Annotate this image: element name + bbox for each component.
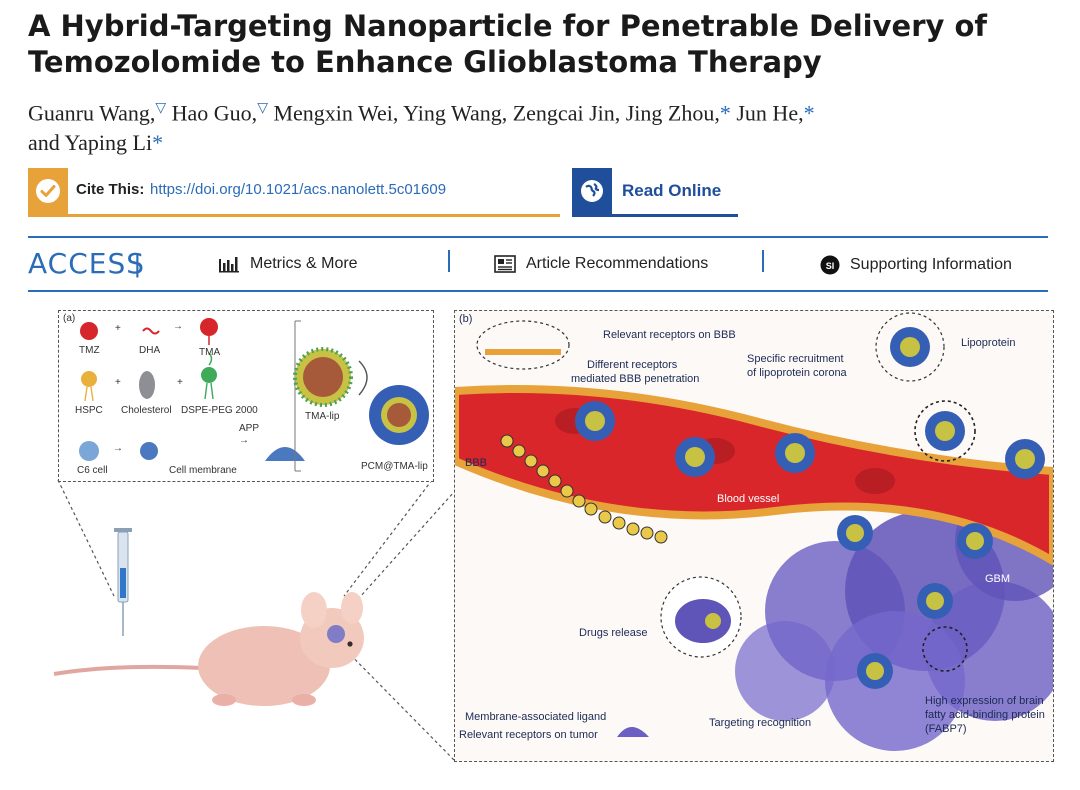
cholesterol-icon [139, 371, 155, 399]
author-list: Guanru Wang,▽ Hao Guo,▽ Mengxin Wei, Yin… [28, 94, 1068, 158]
pcm-label: PCM@TMA-lip [361, 461, 428, 472]
check-badge-icon [28, 168, 68, 214]
dspe-peg-icon [201, 367, 217, 383]
tmz-molecule-icon [80, 322, 98, 340]
panel-b: (b) Relevant receptors on BBB Different … [454, 310, 1054, 762]
corresponding-mark: * [719, 100, 731, 126]
plus-sign: + [115, 323, 121, 334]
lipoprotein-label: Lipoprotein [961, 337, 1016, 349]
globe-icon [572, 168, 612, 214]
tmz-label: TMZ [79, 345, 100, 356]
c6-cell-icon [79, 441, 99, 461]
specific-recruitment-label: Specific recruitment [747, 353, 844, 365]
author-name[interactable]: Hao Guo, [171, 100, 258, 126]
plus-sign: + [177, 377, 183, 388]
supporting-label: Supporting Information [850, 256, 1012, 273]
access-divider: | [134, 248, 141, 278]
supporting-info-link[interactable]: SI Supporting Information [820, 255, 1012, 275]
bar-chart-icon [218, 255, 240, 273]
access-label: ACCESS [28, 247, 146, 280]
fabp-label-1: High expression of brain [925, 695, 1044, 707]
app-label: APP [239, 423, 260, 434]
arrow-sign: → [113, 443, 123, 454]
nav-divider [762, 250, 764, 272]
gbm-label: GBM [985, 573, 1011, 585]
si-badge-text: SI [826, 261, 835, 271]
corresponding-mark: * [152, 130, 164, 156]
cite-this-bar[interactable]: Cite This: https://doi.org/10.1021/acs.n… [28, 168, 560, 217]
recommendations-link[interactable]: Article Recommendations [494, 255, 708, 273]
panel-a-art [79, 318, 429, 472]
different-receptors-label: Different receptors [587, 359, 678, 371]
bbb-label: BBB [465, 457, 488, 469]
tma-molecule-icon [200, 318, 218, 336]
arrow-sign: → [173, 321, 183, 332]
metrics-label: Metrics & More [250, 255, 358, 272]
author-name[interactable]: Mengxin Wei, Ying Wang, Zengcai Jin, Jin… [273, 100, 720, 126]
corona-label: of lipoprotein corona [747, 367, 847, 379]
tma-lip-label: TMA-lip [305, 411, 340, 422]
equal-contribution-mark: ▽ [257, 101, 268, 116]
cite-label: Cite This: [76, 181, 145, 198]
drugs-release-label: Drugs release [579, 627, 648, 639]
bbb-cell-layer [500, 434, 668, 544]
author-name[interactable]: Jun He, [736, 100, 804, 126]
panel-b-tag: (b) [459, 313, 473, 325]
panel-a-tag: (a) [63, 313, 76, 324]
panel-b-art [455, 312, 1053, 751]
article-title: A Hybrid-Targeting Nanoparticle for Pene… [28, 8, 1058, 80]
read-online-button[interactable]: Read Online [572, 168, 738, 217]
tumor-receptor-icon [617, 727, 649, 737]
cell-membrane-label: Cell membrane [169, 465, 237, 476]
doi-link[interactable]: https://doi.org/10.1021/acs.nanolett.5c0… [150, 181, 447, 198]
read-online-label: Read Online [622, 181, 722, 200]
arrow-sign: → [239, 435, 249, 446]
graphical-abstract: (a) + → TMZ DHA TMA + + HSPC Cholesterol… [14, 296, 1074, 766]
c6-cell-label: C6 cell [77, 465, 108, 476]
cholesterol-label: Cholesterol [121, 405, 172, 416]
newspaper-icon [494, 255, 516, 273]
equal-contribution-mark: ▽ [155, 101, 167, 116]
nav-divider [448, 250, 450, 272]
tumor-receptors-label: Relevant receptors on tumor [459, 729, 598, 741]
membrane-ligand-label: Membrane-associated ligand [465, 711, 607, 723]
dha-label: DHA [139, 345, 161, 356]
hspc-label: HSPC [75, 405, 103, 416]
plus-sign: + [115, 377, 121, 388]
corresponding-mark: * [803, 100, 815, 126]
tma-label: TMA [199, 347, 221, 358]
hspc-icon [81, 371, 97, 387]
fabp-label-2: fatty acid-binding protein [925, 709, 1045, 721]
metrics-link[interactable]: Metrics & More [218, 255, 358, 273]
panel-a: (a) + → TMZ DHA TMA + + HSPC Cholesterol… [58, 310, 434, 482]
cell-membrane-icon [140, 442, 158, 460]
si-badge-icon: SI [820, 255, 840, 275]
mediated-penetration-label: mediated BBB penetration [571, 373, 700, 385]
author-name[interactable]: Guanru Wang, [28, 100, 156, 126]
fabp-label-3: (FABP7) [925, 723, 967, 735]
receptors-bbb-label: Relevant receptors on BBB [603, 329, 736, 341]
nanoparticle-group [575, 401, 1045, 689]
title-line-2: Temozolomide to Enhance Glioblastoma The… [28, 45, 822, 79]
membrane-fragment-icon [265, 447, 305, 461]
targeting-recognition-label: Targeting recognition [709, 717, 812, 729]
title-line-1: A Hybrid-Targeting Nanoparticle for Pene… [28, 9, 988, 43]
blood-vessel-label: Blood vessel [717, 493, 780, 505]
syringe-icon [114, 528, 132, 636]
recommendations-label: Article Recommendations [526, 255, 709, 272]
dha-chain-icon [142, 327, 160, 335]
mouse-illustration [53, 592, 364, 706]
figure-backdrop [53, 479, 455, 761]
access-bar: ACCESS | Metrics & More Article Recommen… [28, 236, 1048, 292]
dspe-peg-label: DSPE-PEG 2000 [181, 405, 258, 416]
author-name[interactable]: and Yaping Li [28, 130, 153, 156]
receptor-callout [476, 320, 570, 370]
